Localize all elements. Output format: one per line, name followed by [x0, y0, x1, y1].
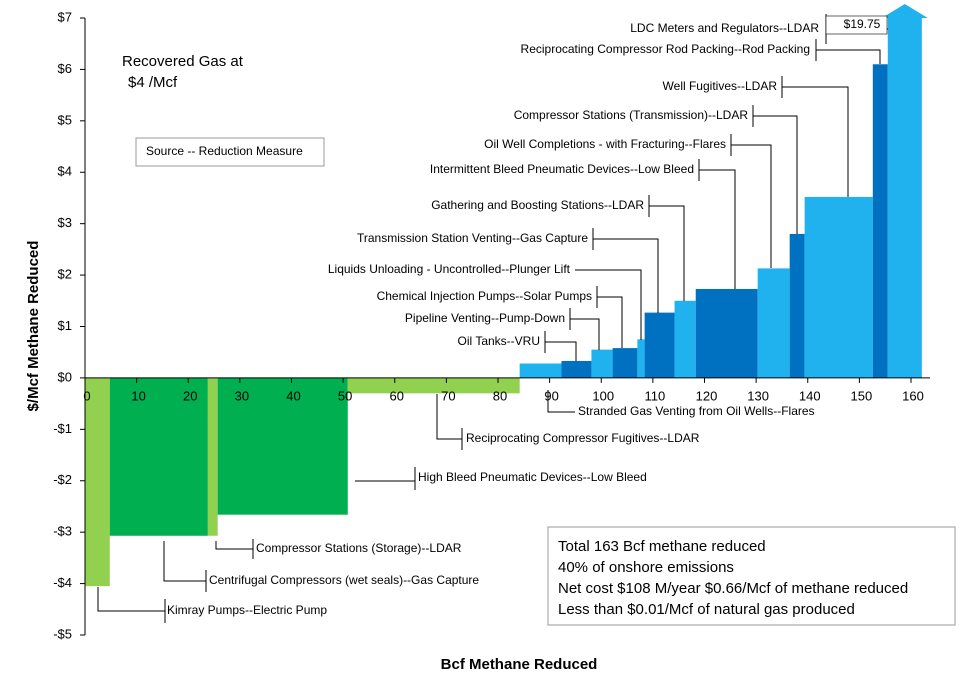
- y-tick-label: -$1: [53, 421, 72, 436]
- y-tick-label: $4: [58, 164, 72, 179]
- overflow-arrow: [881, 4, 928, 18]
- measure-label: Pipeline Venting--Pump-Down: [405, 311, 565, 325]
- y-tick-label: -$4: [53, 575, 72, 590]
- note: $4 /Mcf: [128, 74, 178, 91]
- summary-line: Less than $0.01/Mcf of natural gas produ…: [558, 601, 855, 618]
- bar: [789, 233, 805, 378]
- leader-line: [544, 331, 577, 361]
- leader-line: [436, 394, 463, 450]
- note: Recovered Gas at: [122, 53, 244, 70]
- measure-label: Stranded Gas Venting from Oil Wells--Fla…: [578, 404, 815, 418]
- bar: [519, 363, 562, 378]
- measure-label: Compressor Stations (Transmission)--LDAR: [514, 108, 749, 122]
- leader-line: [648, 195, 685, 301]
- value-label: $19.75: [844, 17, 881, 31]
- leader-line: [752, 105, 798, 234]
- measure-label: Reciprocating Compressor Rod Packing--Ro…: [521, 42, 810, 56]
- x-tick-label: 150: [851, 388, 873, 403]
- x-tick-label: 40: [286, 388, 300, 403]
- x-tick-label: 120: [696, 388, 718, 403]
- measure-label: Oil Tanks--VRU: [458, 334, 540, 348]
- measure-label: High Bleed Pneumatic Devices--Low Bleed: [418, 470, 647, 484]
- leader-line: [575, 269, 642, 340]
- x-tick-label: 50: [338, 388, 352, 403]
- x-tick-label: 30: [235, 388, 249, 403]
- measure-label: Oil Well Completions - with Fracturing--…: [484, 137, 726, 151]
- bar: [887, 18, 922, 378]
- bar: [644, 312, 675, 378]
- bar: [85, 377, 110, 587]
- x-axis-title: Bcf Methane Reduced: [441, 656, 598, 673]
- measure-label: Transmission Station Venting--Gas Captur…: [357, 231, 588, 245]
- x-tick-label: 60: [390, 388, 404, 403]
- bar: [347, 377, 520, 394]
- leader-line: [698, 159, 736, 289]
- x-tick-label: 20: [183, 388, 197, 403]
- bar: [207, 377, 218, 536]
- summary-line: 40% of onshore emissions: [558, 559, 734, 576]
- plot: -$5 -$4 -$3 -$2 -$1 $0 $1 $2 $3 $4 $5 $6 $7 Kimray Pu…: [53, 4, 930, 641]
- measure-label: LDC Meters and Regulators--LDAR: [630, 21, 819, 35]
- bar: [109, 377, 208, 536]
- measure-label: Centrifugal Compressors (wet seals)--Gas…: [209, 573, 479, 587]
- y-tick-label: $7: [58, 9, 72, 24]
- x-tick-label: 70: [441, 388, 455, 403]
- bar: [612, 348, 638, 378]
- y-tick-label: $2: [58, 267, 72, 282]
- leader-line: [596, 286, 623, 348]
- bar: [561, 360, 592, 378]
- bar: [217, 377, 348, 515]
- leader-line: [730, 134, 772, 268]
- bar: [674, 300, 696, 378]
- key-box: [135, 137, 325, 167]
- y-tick-label: $0: [58, 369, 72, 384]
- leader-line: [815, 39, 881, 64]
- x-tick-label: 110: [645, 388, 666, 403]
- leader-line: [355, 467, 416, 490]
- leader-line: [781, 76, 849, 197]
- summary-line: Total 163 Bcf methane reduced: [558, 538, 766, 555]
- x-tick-label: 160: [902, 388, 924, 403]
- x-tick-label: 90: [544, 388, 558, 403]
- y-tick-label: -$5: [53, 626, 72, 641]
- bar: [637, 339, 645, 378]
- bar: [695, 288, 758, 378]
- bar: [757, 268, 790, 378]
- y-tick-label: $3: [58, 215, 72, 230]
- measure-label: Well Fugitives--LDAR: [663, 79, 778, 93]
- x-tick-label: 100: [592, 388, 614, 403]
- leader-line: [592, 228, 659, 313]
- bar: [872, 64, 888, 378]
- leader-line: [547, 390, 575, 413]
- measure-label: Intermittent Bleed Pneumatic Devices--Lo…: [430, 162, 694, 176]
- y-tick-label: $1: [58, 318, 72, 333]
- y-tick-label: -$3: [53, 524, 72, 539]
- y-axis-title: $/Mcf Methane Reduced: [25, 241, 42, 412]
- x-tick-label: 130: [747, 388, 769, 403]
- bar: [804, 196, 873, 378]
- y-tick-label: $5: [58, 112, 72, 127]
- x-tick-label: 140: [799, 388, 821, 403]
- summary-box: [547, 526, 956, 626]
- measure-label: Gathering and Boosting Stations--LDAR: [431, 198, 644, 212]
- measure-label: Reciprocating Compressor Fugitives--LDAR: [466, 431, 700, 445]
- measure-label: Liquids Unloading - Uncontrolled--Plunge…: [328, 262, 571, 276]
- x-tick-label: 10: [131, 388, 145, 403]
- y-tick-label: $6: [58, 61, 72, 76]
- y-tick-label: -$2: [53, 472, 72, 487]
- x-tick-label: 80: [493, 388, 507, 403]
- leader-line: [215, 539, 254, 559]
- leader-line: [569, 308, 600, 350]
- measure-label: Chemical Injection Pumps--Solar Pumps: [377, 289, 592, 303]
- x-tick-label: 0: [83, 388, 90, 403]
- measure-label: Kimray Pumps--Electric Pump: [167, 603, 327, 617]
- value-label-box: [825, 15, 888, 35]
- leader-line: [97, 587, 166, 623]
- key-note: Source -- Reduction Measure: [146, 144, 303, 158]
- leader-line: [163, 541, 207, 592]
- bar: [591, 349, 613, 378]
- measure-label: Compressor Stations (Storage)--LDAR: [256, 541, 462, 555]
- summary-line: Net cost $108 M/year $0.66/Mcf of methan…: [558, 580, 908, 597]
